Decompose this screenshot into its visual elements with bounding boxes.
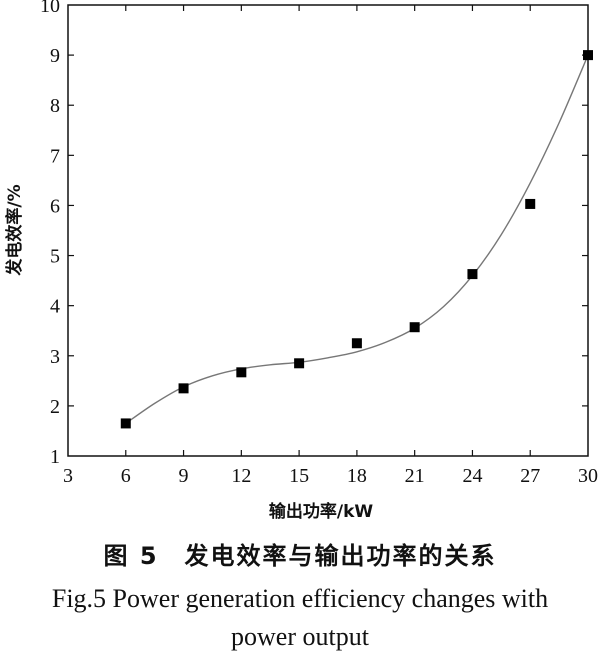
x-tick-label: 21 [405,465,425,487]
y-tick-label: 1 [50,446,60,468]
y-tick-label: 9 [50,45,60,67]
data-point [120,418,131,429]
x-tick-label: 12 [231,465,251,487]
x-tick-label: 18 [347,465,367,487]
y-axis-title: 发电效率/% [4,184,25,276]
x-tick-label: 6 [121,465,131,487]
y-tick-label: 5 [50,246,60,268]
data-point [467,269,478,280]
y-tick-label: 2 [50,396,60,418]
data-point [178,383,189,394]
y-tick-label: 7 [50,145,60,167]
plot-frame [67,4,589,457]
data-point [236,367,247,378]
x-tick-label: 30 [578,465,598,487]
y-tick-label: 6 [50,195,60,217]
data-point [409,322,420,333]
figure-caption-chinese: 图 5 发电效率与输出功率的关系 [103,542,497,570]
y-tick-label: 10 [40,0,60,17]
x-tick-label: 27 [520,465,540,487]
x-tick-label: 15 [289,465,309,487]
x-axis-title: 输出功率/kW [269,501,374,522]
data-point [525,198,536,209]
x-tick-label: 3 [63,465,73,487]
y-tick-label: 4 [50,296,60,318]
data-point [583,50,593,61]
data-point [294,358,305,369]
fit-curve [125,54,589,425]
figure-caption-english: Fig.5 Power generation efficiency change… [51,584,549,651]
x-tick-label: 24 [462,465,482,487]
x-tick-label: 9 [179,465,189,487]
data-point [351,338,362,349]
y-tick-label: 3 [50,346,60,368]
y-tick-label: 8 [50,95,60,117]
